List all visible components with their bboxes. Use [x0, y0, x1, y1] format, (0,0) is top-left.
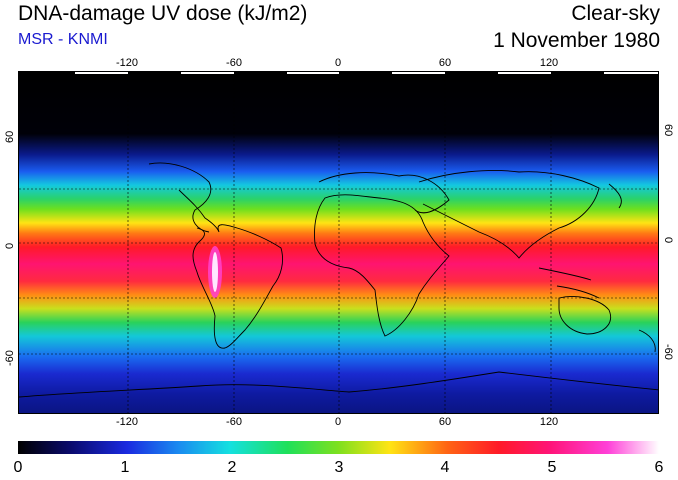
lon-tick-top: -120 [115, 57, 139, 69]
lon-tick-bottom: 120 [539, 416, 559, 428]
map-title: DNA-damage UV dose (kJ/m2) [18, 2, 308, 25]
lon-tick-bottom: 0 [334, 416, 342, 428]
scale-label: 2 [227, 459, 237, 476]
color-scale-bar [18, 441, 659, 454]
graticule [19, 72, 658, 413]
coastlines [19, 162, 658, 398]
scale-label: 1 [120, 459, 130, 476]
lat-tick-left: 60 [4, 130, 16, 143]
lon-tick-top: -60 [226, 57, 242, 69]
lat-tick-right: 0 [662, 237, 674, 244]
map-subtitle: MSR - KNMI [18, 31, 108, 48]
scale-label: 0 [13, 459, 23, 476]
lon-tick-top: 60 [438, 57, 452, 69]
lat-tick-left: 0 [4, 242, 16, 249]
lon-tick-bottom: -120 [115, 416, 139, 428]
date-label: 1 November 1980 [493, 29, 660, 52]
lat-tick-left: -60 [4, 350, 16, 366]
scale-label: 5 [547, 459, 557, 476]
uv-dose-map [18, 71, 659, 414]
lon-tick-bottom: -60 [226, 416, 242, 428]
scale-label: 6 [654, 459, 664, 476]
lon-tick-bottom: 60 [438, 416, 452, 428]
lat-tick-right: 60 [662, 124, 674, 137]
lon-tick-top: 0 [334, 57, 342, 69]
scale-label: 3 [334, 459, 344, 476]
lat-tick-right: -60 [662, 344, 674, 360]
frame-ticks [75, 72, 658, 74]
scale-label: 4 [440, 459, 450, 476]
sky-condition-label: Clear-sky [571, 2, 660, 25]
andes-peak [212, 252, 218, 292]
lon-tick-top: 120 [539, 57, 559, 69]
uv-field-layer [19, 72, 658, 413]
